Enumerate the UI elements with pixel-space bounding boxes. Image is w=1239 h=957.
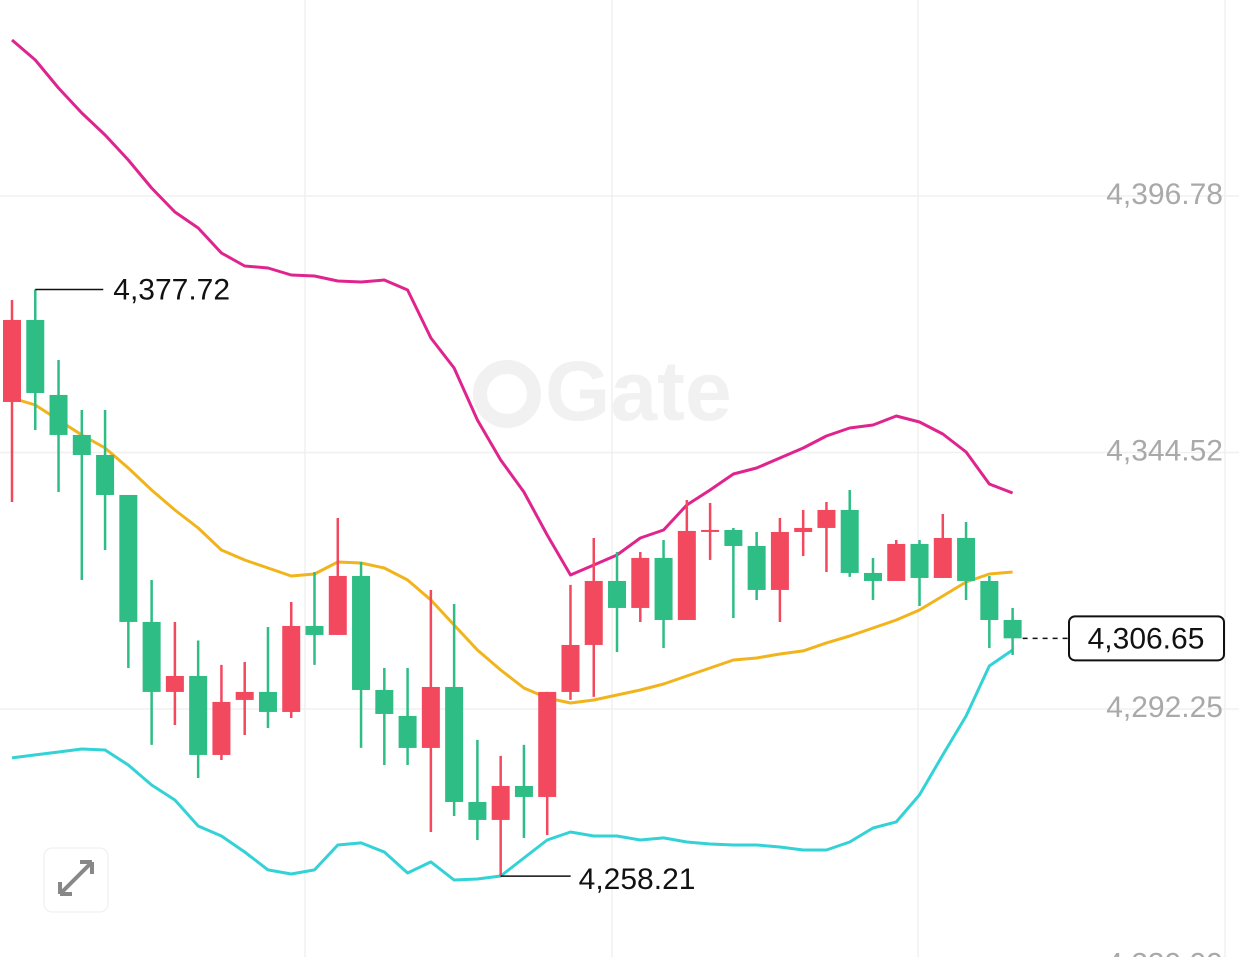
candle-body xyxy=(724,529,743,546)
last-price-label: 4,306.65 xyxy=(1088,622,1205,655)
candle-body xyxy=(701,529,720,532)
candle-body xyxy=(677,530,696,620)
candle-body xyxy=(584,580,603,645)
candle-body xyxy=(747,545,766,590)
candle-body xyxy=(421,686,440,748)
candle-body xyxy=(840,509,859,573)
candle-body xyxy=(468,801,487,820)
candle-body xyxy=(514,785,533,797)
candle-body xyxy=(561,644,580,692)
candle-body xyxy=(398,715,417,748)
candle-body xyxy=(72,434,91,455)
candle-body xyxy=(863,572,882,581)
y-tick-label: 4,396.78 xyxy=(1106,178,1223,211)
candle-body xyxy=(375,689,394,714)
candle-body xyxy=(980,580,999,620)
candle-body xyxy=(328,575,347,635)
y-tick-label: 4,344.52 xyxy=(1106,434,1223,467)
candle-body xyxy=(933,537,952,578)
candle-body xyxy=(96,454,115,495)
candle-body xyxy=(258,691,277,712)
candle-body xyxy=(910,543,929,578)
time-grid xyxy=(304,0,1226,957)
candle-body xyxy=(3,319,21,402)
candle-body xyxy=(794,527,813,532)
candle-body xyxy=(142,621,161,692)
candle-body xyxy=(491,785,510,820)
candle-body xyxy=(305,625,324,635)
candle-body xyxy=(608,580,627,608)
candle-body xyxy=(352,575,371,690)
candle-body xyxy=(631,557,650,608)
candle-body xyxy=(1003,619,1022,639)
candle-body xyxy=(770,531,789,590)
candle-body xyxy=(119,494,138,622)
candle-body xyxy=(654,557,673,620)
y-tick-label: 4,292.25 xyxy=(1106,691,1223,724)
candle-body xyxy=(26,319,45,393)
band-line xyxy=(11,396,1013,705)
y-tick-label: 4,239.99 xyxy=(1106,947,1223,957)
band-line xyxy=(11,648,1014,882)
plot: 4,396.78 4,344.52 4,292.25 4,239.99 4,377.72… xyxy=(0,38,1239,957)
expand-button[interactable] xyxy=(43,847,109,913)
candle-body xyxy=(49,394,68,435)
candle-body xyxy=(538,691,557,797)
candle-body xyxy=(887,543,906,581)
candle-body xyxy=(212,701,231,755)
candle-body xyxy=(235,691,254,700)
band-line xyxy=(11,38,1014,577)
last-price-box xyxy=(1068,615,1225,662)
expand-icon[interactable] xyxy=(58,860,94,896)
low-label: 4,258.21 xyxy=(579,863,696,896)
candle-body xyxy=(957,537,976,581)
candle-body xyxy=(445,686,464,802)
watermark: Gate xyxy=(473,344,732,438)
watermark-text: Gate xyxy=(545,344,732,438)
high-label: 4,377.72 xyxy=(113,273,230,306)
candle-body xyxy=(165,675,184,692)
candle-body xyxy=(189,675,208,755)
candle-body xyxy=(817,509,836,528)
watermark-logo xyxy=(473,360,541,428)
candle-body xyxy=(282,625,301,712)
